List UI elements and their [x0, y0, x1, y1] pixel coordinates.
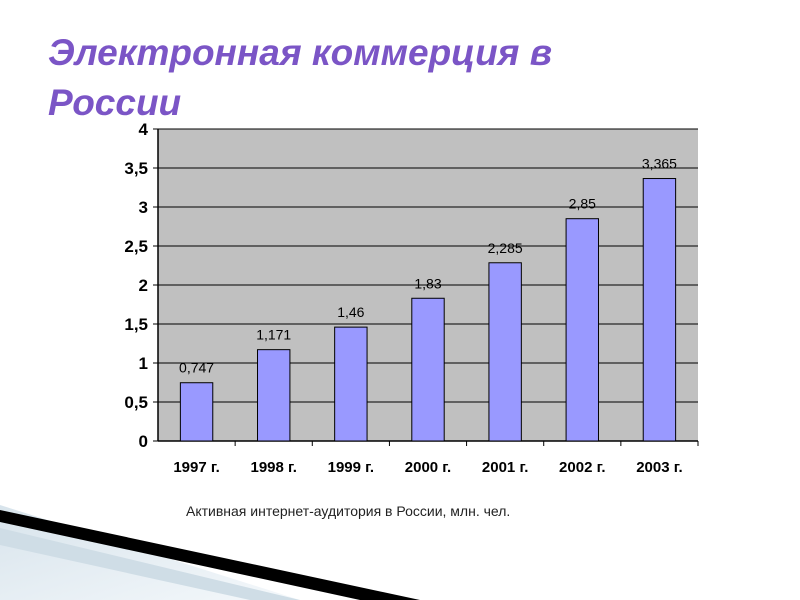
- bar: [642, 178, 677, 442]
- bar-data-label: 2,285: [488, 240, 523, 256]
- bar: [565, 218, 599, 442]
- bar-chart-svg: 0 0,5 1 1,5 2 2,5 3 3,5 4 0,747 1997 г. 1,171 1998 г…: [106, 120, 704, 480]
- bar-data-label: 1,46: [337, 304, 364, 320]
- bar: [488, 262, 522, 442]
- bar: [334, 326, 368, 442]
- y-tick-label: 4: [139, 120, 149, 139]
- x-tick-label: 1998 г.: [250, 459, 296, 476]
- y-tick-label: 3: [139, 198, 148, 217]
- x-tick-label: 2003 г.: [636, 459, 682, 476]
- chart-caption: Активная интернет-аудитория в России, мл…: [186, 503, 511, 519]
- y-tick-label: 2,5: [124, 237, 148, 256]
- bar-data-label: 1,83: [414, 275, 441, 291]
- y-tick-label: 2: [139, 276, 148, 295]
- y-tick-label: 1,5: [124, 315, 148, 334]
- x-tick-label: 1997 г.: [173, 459, 219, 476]
- y-tick-label: 0,5: [124, 393, 148, 412]
- x-tick-label: 2002 г.: [559, 459, 605, 476]
- y-tick-label: 0: [139, 432, 148, 451]
- bar: [257, 349, 291, 442]
- x-tick-label: 2001 г.: [482, 459, 528, 476]
- chart: 0 0,5 1 1,5 2 2,5 3 3,5 4 0,747 1997 г. 1,171 1998 г…: [98, 112, 708, 484]
- y-tick-label: 3,5: [124, 159, 148, 178]
- x-tick-label: 2000 г.: [405, 459, 451, 476]
- bar-data-label: 2,85: [569, 196, 596, 212]
- swoosh-dark-band: [0, 510, 420, 600]
- bar: [179, 382, 214, 442]
- bar-data-label: 3,365: [642, 156, 677, 172]
- swoosh-pale-band: [0, 528, 300, 600]
- slide-title: Электронная коммерция в России: [48, 32, 553, 123]
- bar-data-label: 1,171: [256, 327, 291, 343]
- y-tick-label: 1: [139, 354, 148, 373]
- bar-data-label: 0,747: [179, 360, 214, 376]
- bar: [411, 297, 445, 442]
- x-tick-label: 1999 г.: [328, 459, 374, 476]
